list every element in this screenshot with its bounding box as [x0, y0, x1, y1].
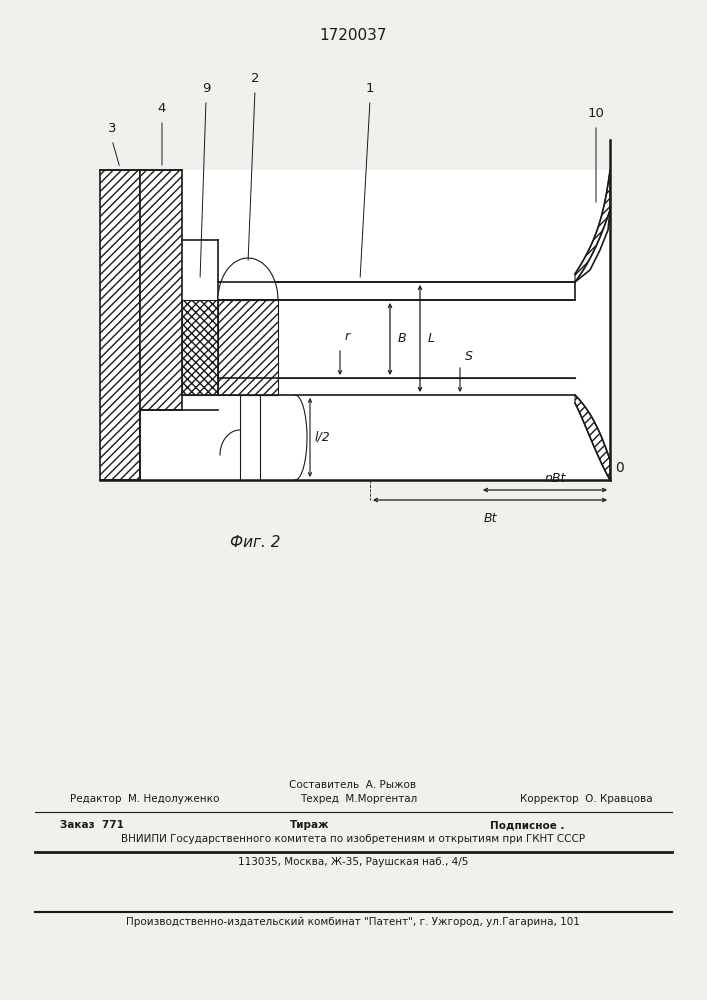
Bar [218, 282, 575, 300]
Text: 3: 3 [107, 122, 116, 135]
Text: nBt: nBt [544, 472, 566, 485]
Text: l/2: l/2 [315, 431, 331, 444]
Text: Корректор  О. Кравцова: Корректор О. Кравцова [520, 794, 653, 804]
Polygon shape [218, 258, 278, 300]
Text: S: S [465, 350, 473, 363]
Bar [218, 300, 278, 395]
Bar [100, 170, 140, 480]
Text: Производственно-издательский комбинат "Патент", г. Ужгород, ул.Гагарина, 101: Производственно-издательский комбинат "П… [126, 917, 580, 927]
Text: Техред  М.Моргентал: Техред М.Моргентал [300, 794, 417, 804]
Text: ВНИИПИ Государственного комитета по изобретениям и открытиям при ГКНТ СССР: ВНИИПИ Государственного комитета по изоб… [121, 834, 585, 844]
Polygon shape [575, 170, 610, 282]
Text: Заказ  771: Заказ 771 [60, 820, 124, 830]
Text: 1720037: 1720037 [320, 27, 387, 42]
Text: Составитель  А. Рыжов: Составитель А. Рыжов [289, 780, 416, 790]
Text: Редактор  М. Недолуженко: Редактор М. Недолуженко [70, 794, 219, 804]
Bar [182, 300, 218, 395]
Text: r: r [345, 330, 350, 343]
Text: 2: 2 [251, 72, 259, 85]
Polygon shape [575, 395, 610, 480]
Text: 113035, Москва, Ж-35, Раушская наб., 4/5: 113035, Москва, Ж-35, Раушская наб., 4/5 [238, 857, 468, 867]
Text: Тираж: Тираж [290, 820, 329, 830]
Text: 9: 9 [201, 82, 210, 95]
Text: 4: 4 [158, 102, 166, 115]
Text: B: B [398, 332, 407, 346]
Text: L: L [428, 332, 435, 345]
Text: Фиг. 2: Фиг. 2 [230, 535, 280, 550]
Text: Подписное .: Подписное . [490, 820, 564, 830]
Bar [100, 170, 610, 480]
Bar [140, 170, 182, 410]
Text: 10: 10 [588, 107, 604, 120]
Text: 1: 1 [366, 82, 374, 95]
Text: 0: 0 [615, 461, 624, 475]
Text: Bt: Bt [484, 512, 497, 525]
